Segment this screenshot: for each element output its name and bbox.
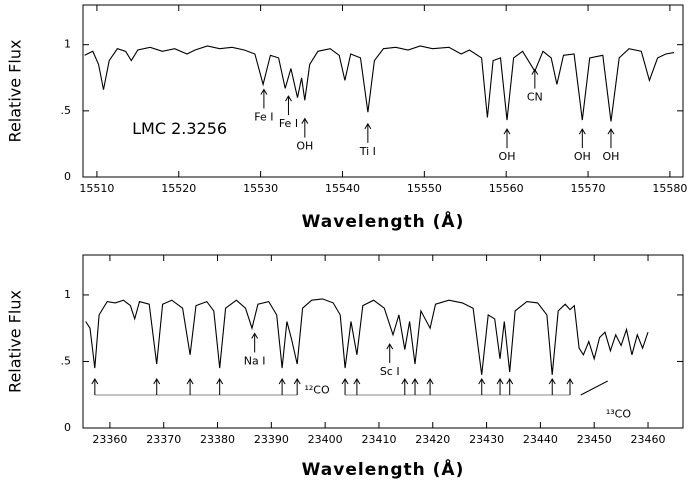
line-marker-head [478, 378, 486, 385]
annotation-arrow-head [503, 128, 511, 135]
x-tick-label: 23430 [469, 433, 504, 446]
line-marker-head [506, 378, 514, 385]
line-marker-head [496, 378, 504, 385]
x-tick-label: 15520 [161, 182, 196, 195]
x-axis-label: Wavelength (Å) [302, 457, 465, 480]
line-marker-head [341, 378, 349, 385]
x-tick-label: 15510 [79, 182, 114, 195]
x-tick-label: 23390 [254, 433, 289, 446]
x-tick-label: 23360 [92, 433, 127, 446]
x-tick-label: 15560 [489, 182, 524, 195]
annotation-arrow-head [260, 88, 268, 95]
line-marker-head [353, 378, 361, 385]
x-tick-label: 23380 [200, 433, 235, 446]
x-tick-label: 15570 [571, 182, 606, 195]
y-tick-label: 1 [64, 38, 71, 51]
co13-bracket [580, 380, 608, 396]
annotation-arrow-head [386, 343, 394, 350]
spectrum-line [85, 298, 649, 375]
y-tick-label: 0 [64, 421, 71, 434]
spectrum-line [84, 45, 675, 122]
annotation-arrow-head [301, 117, 309, 124]
x-tick-label: 23440 [523, 433, 558, 446]
x-tick-label: 23400 [308, 433, 343, 446]
line-marker-head [566, 378, 574, 385]
x-tick-label: 23410 [361, 433, 396, 446]
annotation: OH [574, 150, 591, 163]
x-tick-label: 23370 [146, 433, 181, 446]
y-tick-label: 0 [64, 170, 71, 183]
x-tick-label: 15580 [652, 182, 687, 195]
y-tick-label: 1 [64, 288, 71, 301]
x-tick-label: 15540 [325, 182, 360, 195]
line-marker-head [91, 378, 99, 385]
x-tick-label: 15550 [407, 182, 442, 195]
line-marker-head [548, 378, 556, 385]
line-marker-head [153, 378, 161, 385]
line-marker-head [401, 378, 409, 385]
plot-frame [82, 4, 684, 178]
line-marker-head [186, 378, 194, 385]
annotation: Fe I [279, 117, 298, 130]
annotation: Na I [244, 354, 266, 367]
annotation: Sc I [380, 365, 400, 378]
annotation: OH [296, 140, 313, 153]
x-tick-label: 23460 [631, 433, 666, 446]
annotation-arrow-head [364, 122, 372, 130]
x-tick-label: 15530 [243, 182, 278, 195]
line-marker-head [426, 378, 434, 385]
plot-frame [82, 254, 684, 429]
object-label: LMC 2.3256 [132, 119, 227, 138]
y-tick-label: .5 [61, 354, 72, 367]
annotation: Fe I [254, 110, 273, 123]
line-marker-head [411, 378, 419, 385]
annotation: OH [602, 150, 619, 163]
line-marker-head [216, 378, 224, 385]
annotation-arrow-head [251, 332, 259, 339]
line-marker-head [293, 378, 301, 385]
annotation-arrow-head [578, 128, 586, 135]
annotation-arrow-head [607, 128, 615, 135]
annotation: Ti I [359, 145, 376, 158]
annotation: ¹³CO [606, 408, 632, 421]
y-axis-label: Relative Flux [6, 40, 25, 143]
y-tick-label: .5 [61, 104, 72, 117]
x-axis-label: Wavelength (Å) [302, 209, 465, 232]
annotation: CN [527, 91, 543, 104]
annotation-arrow-head [531, 68, 539, 75]
x-tick-label: 23450 [577, 433, 612, 446]
annotation-arrow-head [285, 95, 292, 102]
annotation: ¹²CO [304, 384, 330, 397]
annotation: OH [499, 150, 516, 163]
x-tick-label: 23420 [415, 433, 450, 446]
line-marker-head [278, 378, 286, 385]
y-axis-label: Relative Flux [6, 290, 25, 393]
